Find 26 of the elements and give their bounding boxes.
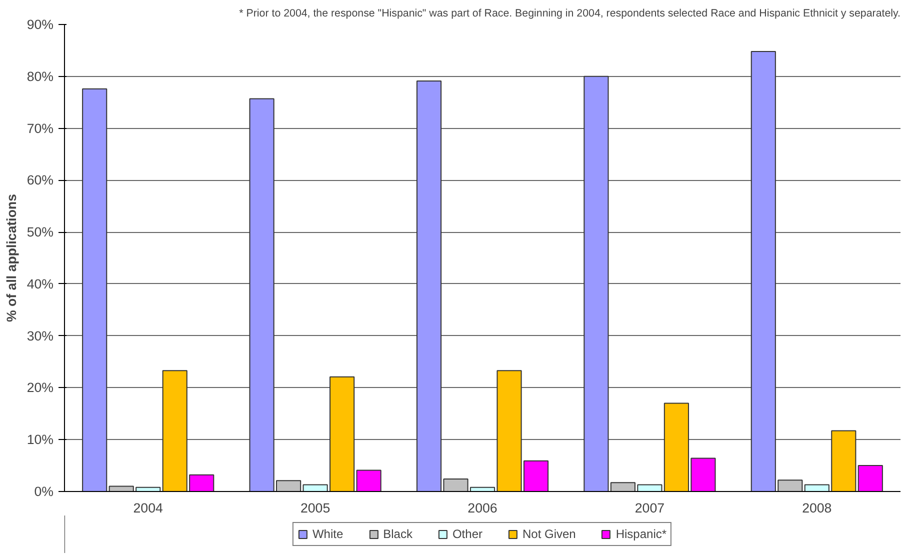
y-tick-label: 0% (34, 484, 54, 499)
x-tick-label: 2005 (300, 500, 330, 516)
bar (356, 470, 382, 492)
x-tick-label: 2007 (634, 500, 665, 516)
legend-label: Other (452, 527, 482, 541)
x-tick-label: 2008 (802, 500, 832, 516)
y-axis-title: % of all applications (4, 194, 19, 322)
bar (858, 465, 883, 492)
legend-label: Not Given (522, 527, 576, 541)
bar (82, 88, 108, 492)
x-tick-label: 2006 (468, 500, 498, 516)
legend-label: Hispanic* (616, 527, 667, 541)
y-tick-label: 90% (26, 17, 54, 32)
x-tick-label: 2004 (133, 500, 164, 516)
y-tick-label: 50% (26, 224, 54, 240)
y-tick-label: 30% (26, 328, 54, 344)
y-tick-label: 80% (26, 68, 54, 84)
legend-label: Black (383, 527, 412, 541)
text: * Prior to 2004, the response "Hispanic" was part of Race. Beginning in 2004, respondents selected Race and Hispanic Ethnicit y separately. (239, 8, 900, 20)
y-tick-label: 40% (26, 276, 54, 292)
bar (584, 76, 609, 492)
y-tick-label: 10% (26, 432, 54, 448)
y-tick-label: 60% (26, 172, 54, 188)
y-tick-label: 20% (26, 380, 54, 396)
y-tick-label: 70% (26, 120, 54, 136)
legend-label: White (312, 527, 344, 541)
